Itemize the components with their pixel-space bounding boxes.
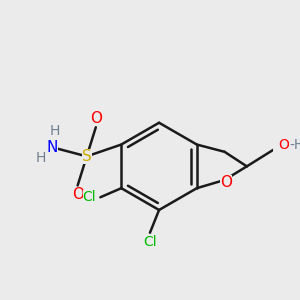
Text: O: O [279,139,289,152]
Text: N: N [46,140,58,155]
Text: H: H [50,124,60,138]
Text: O: O [90,111,102,126]
Text: O: O [72,187,84,202]
Text: O: O [220,175,232,190]
Text: S: S [82,149,92,164]
Text: H: H [36,151,46,165]
Text: Cl: Cl [83,190,96,204]
Text: -H: -H [289,139,300,152]
Text: Cl: Cl [143,235,157,249]
